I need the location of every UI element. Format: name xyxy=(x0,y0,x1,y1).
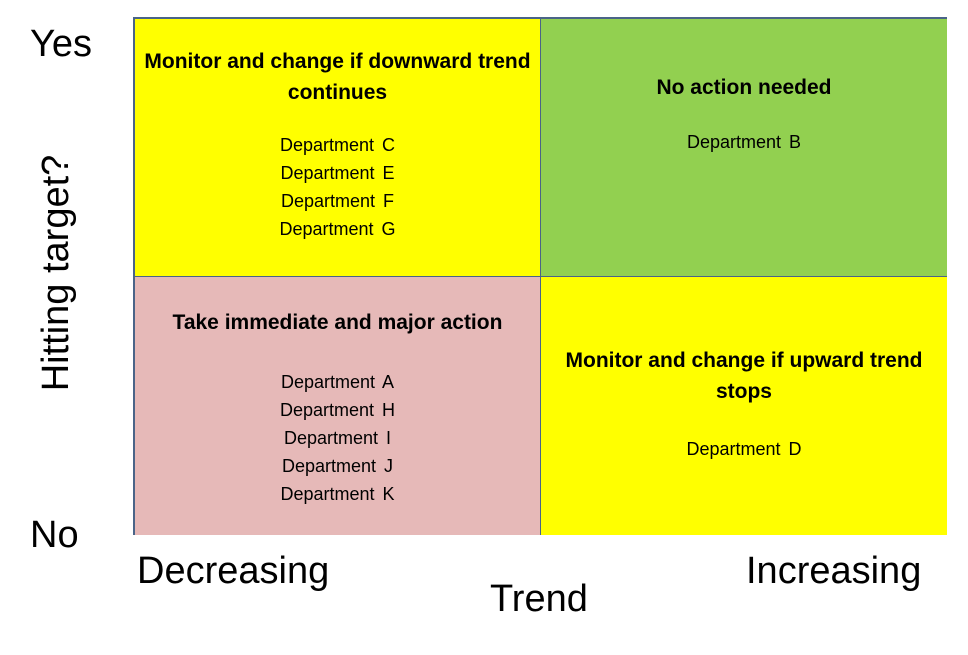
department-item: Department G xyxy=(279,219,396,239)
department-item: Department D xyxy=(686,439,802,459)
x-axis-title: Trend xyxy=(490,578,588,620)
y-axis-top-label: Yes xyxy=(30,23,92,65)
department-list: Department C Department E Department F D… xyxy=(135,131,540,243)
quadrant-bottom-left: Take immediate and major action Departme… xyxy=(135,277,541,535)
department-item: Department C xyxy=(279,135,396,155)
y-axis-title: Hitting target? xyxy=(35,154,77,392)
quadrant-title: Take immediate and major action xyxy=(172,311,503,334)
decision-matrix: Monitor and change if downward trend con… xyxy=(133,17,947,535)
quadrant-top-left: Monitor and change if downward trend con… xyxy=(135,19,541,277)
department-item: Department E xyxy=(280,163,395,183)
department-item: Department A xyxy=(280,372,395,392)
quadrant-title: Monitor and change if upward trend stops xyxy=(565,349,923,403)
x-axis-right-label: Increasing xyxy=(746,550,922,592)
department-item: Department I xyxy=(283,428,392,448)
department-list: Department A Department H Department I D… xyxy=(135,368,540,508)
department-item: Department J xyxy=(281,456,394,476)
department-item: Department F xyxy=(280,191,395,211)
quadrant-top-right: No action needed Department B xyxy=(541,19,947,277)
y-axis-bottom-label: No xyxy=(30,514,79,556)
department-item: Department K xyxy=(280,484,395,504)
quadrant-bottom-right: Monitor and change if upward trend stops… xyxy=(541,277,947,535)
quadrant-title: No action needed xyxy=(656,76,832,99)
x-axis-left-label: Decreasing xyxy=(137,550,330,592)
department-list: Department B xyxy=(541,128,947,156)
department-item: Department H xyxy=(279,400,396,420)
department-list: Department D xyxy=(541,435,947,463)
department-item: Department B xyxy=(686,132,802,152)
quadrant-title: Monitor and change if downward trend con… xyxy=(144,50,531,104)
